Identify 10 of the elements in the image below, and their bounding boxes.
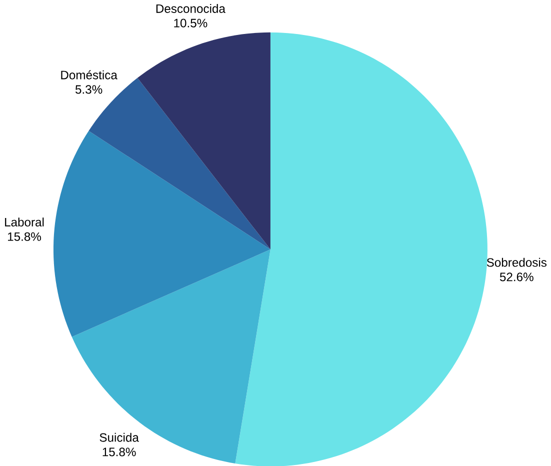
- slice-label: Desconocida: [156, 4, 226, 13]
- slice-label: Doméstica: [61, 70, 118, 80]
- data-label: 5.3%: [75, 84, 102, 94]
- data-label: 15.8%: [8, 232, 42, 241]
- data-label: 15.8%: [102, 447, 136, 456]
- slice-label: Laboral: [5, 217, 44, 226]
- slice-label: Suicida: [100, 432, 139, 442]
- slice-label: Sobredosis: [486, 258, 547, 267]
- data-label: 10.5%: [174, 18, 208, 28]
- data-label: 52.6%: [500, 272, 534, 282]
